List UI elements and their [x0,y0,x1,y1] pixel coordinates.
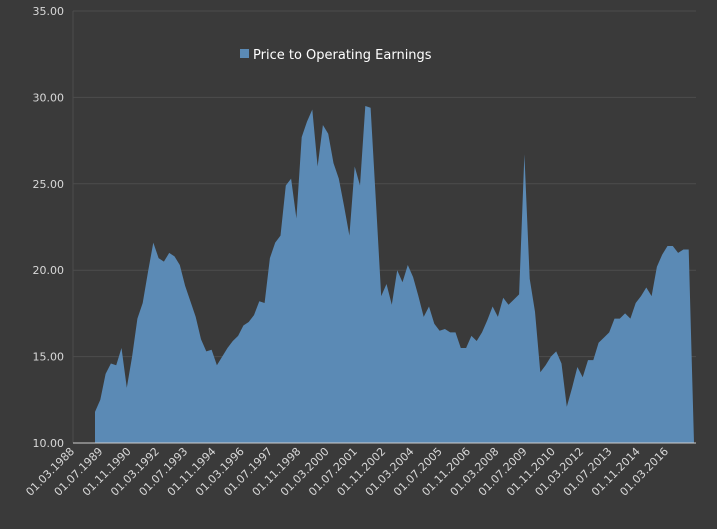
series-area-price-to-operating-earnings [95,106,694,443]
y-tick-label: 35.00 [33,5,65,18]
y-axis-tick-labels: 10.00 15.00 20.00 25.00 30.00 35.00 [33,5,65,450]
legend-swatch [240,49,249,58]
y-tick-label: 20.00 [33,264,65,277]
axes [72,11,696,444]
y-tick-label: 15.00 [33,351,65,364]
y-tick-label: 25.00 [33,178,65,191]
series-area-group [95,106,694,443]
legend-label: Price to Operating Earnings [253,48,432,63]
legend: Price to Operating Earnings [240,48,432,63]
y-tick-label: 10.00 [33,437,65,450]
y-tick-label: 30.00 [33,91,65,104]
